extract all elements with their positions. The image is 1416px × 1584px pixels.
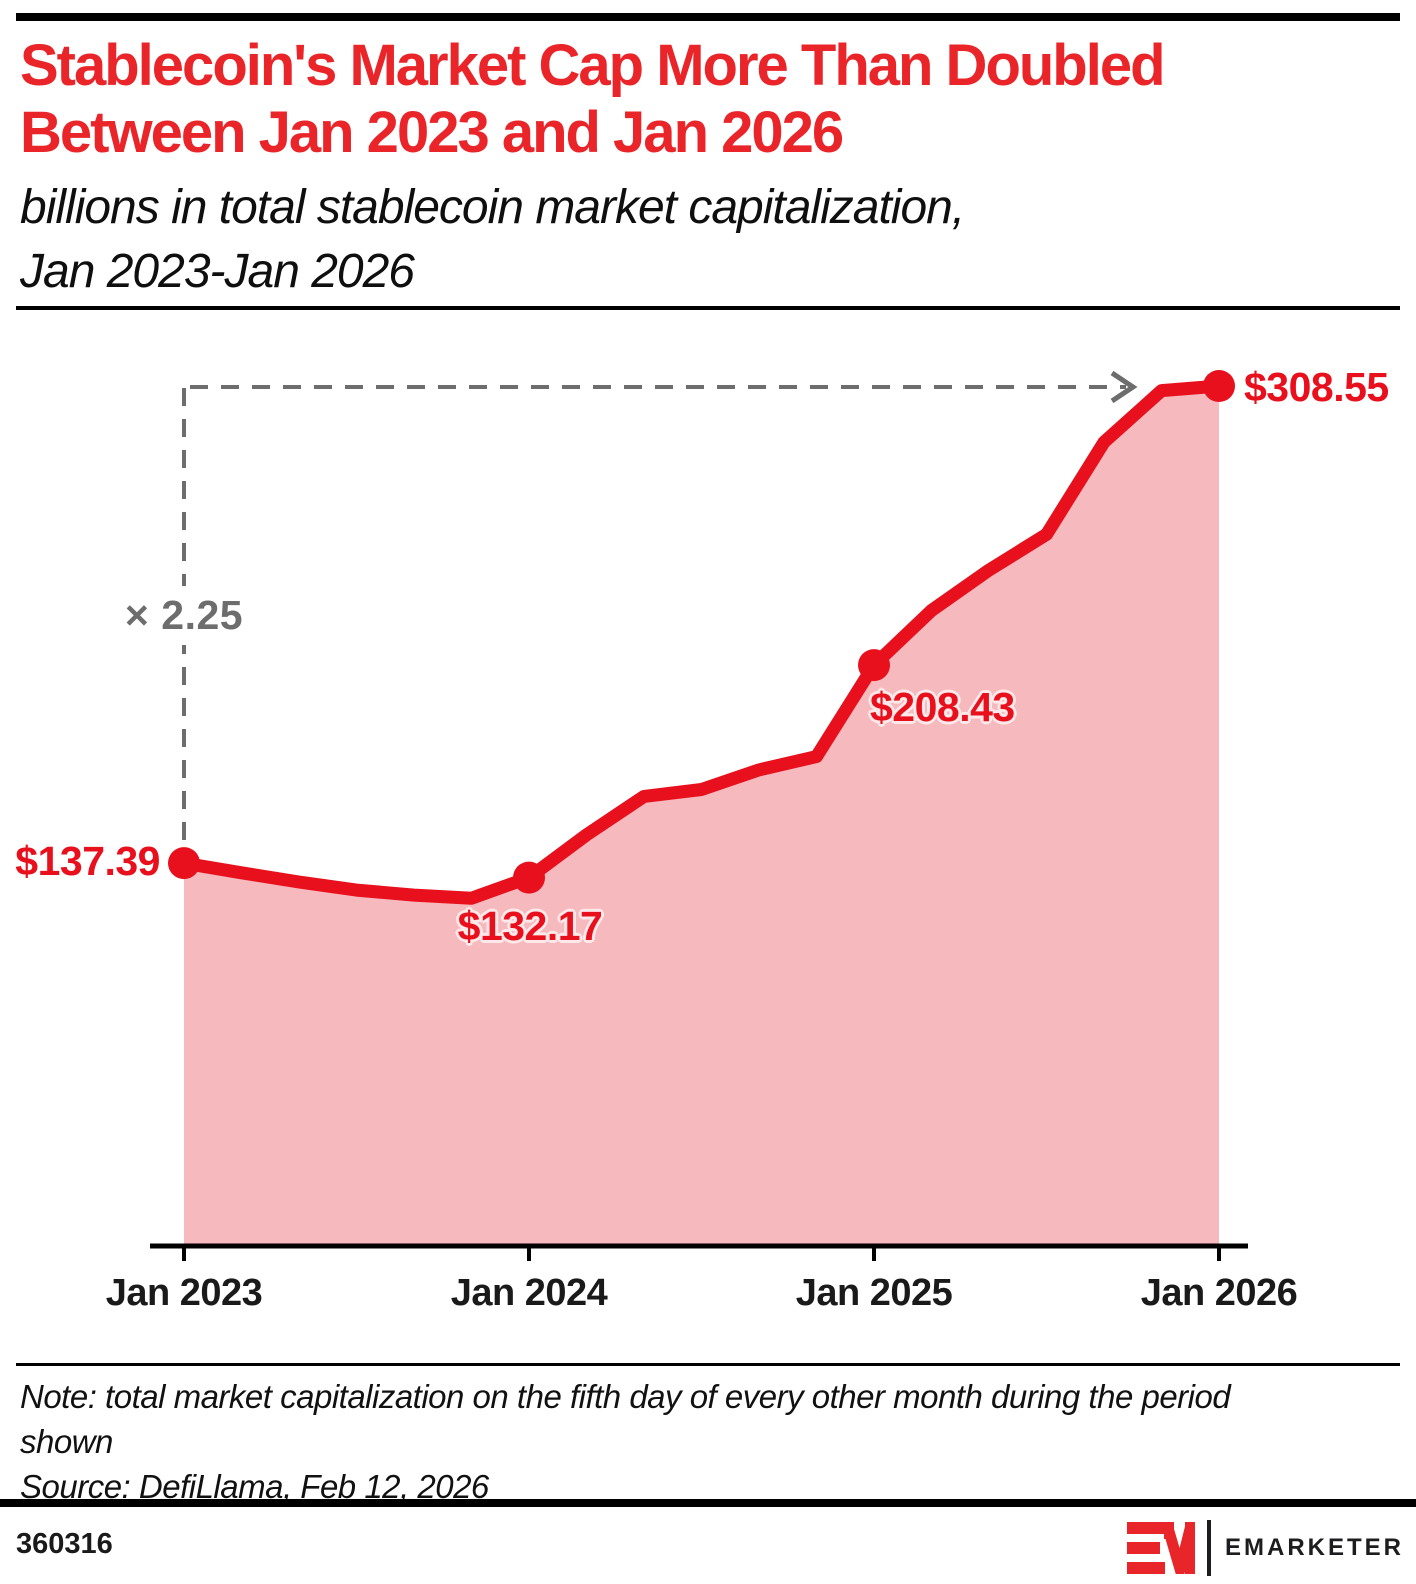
- subtitle-line-1: billions in total stablecoin market capi…: [20, 181, 965, 234]
- growth-multiplier-annotation: × 2.25: [114, 586, 254, 645]
- bottom-divider-bar: [0, 1499, 1416, 1507]
- data-point-dot: [513, 861, 545, 894]
- market-cap-line: [177, 379, 1226, 905]
- data-label-jan-2025: $208.43: [870, 684, 1015, 730]
- chart-subtitle: billions in total stablecoin market capi…: [20, 176, 1400, 304]
- data-label-jan-2026: $308.55: [1244, 364, 1389, 410]
- source-line: Source: DefiLlama, Feb 12, 2026: [20, 1468, 489, 1505]
- chart-id-number: 360316: [16, 1528, 113, 1560]
- emarketer-wordmark: EMARKETER: [1224, 1534, 1404, 1561]
- top-divider-bar: [16, 13, 1400, 21]
- title-line-1: Stablecoin's Market Cap More Than Double…: [20, 33, 1166, 98]
- subtitle-line-2: Jan 2023-Jan 2026: [20, 245, 415, 298]
- footnote: Note: total market capitalization on the…: [20, 1374, 1406, 1509]
- data-point-dot: [168, 847, 200, 880]
- data-point-dot: [858, 649, 890, 682]
- area-fill: [184, 386, 1219, 1246]
- emarketer-logo: EMARKETER: [1126, 1520, 1404, 1576]
- note-line-2: shown: [20, 1423, 113, 1460]
- emarketer-em-icon: [1126, 1522, 1195, 1574]
- x-axis-tick-label-jan-2023: Jan 2023: [105, 1272, 263, 1314]
- data-label-jan-2023: $137.39: [15, 838, 160, 884]
- x-axis-tick-label-jan-2026: Jan 2026: [1140, 1272, 1298, 1314]
- note-divider-rule: [16, 1363, 1400, 1366]
- data-point-dot: [1203, 370, 1235, 402]
- logo-separator: [1206, 1520, 1211, 1576]
- title-line-2: Between Jan 2023 and Jan 2026: [20, 100, 844, 165]
- x-axis-tick-label-jan-2025: Jan 2025: [795, 1272, 953, 1314]
- note-line-1: Note: total market capitalization on the…: [20, 1378, 1231, 1415]
- arrowhead-icon: [1110, 370, 1138, 404]
- x-axis-tick-label-jan-2024: Jan 2024: [450, 1272, 608, 1314]
- header-divider-rule: [16, 306, 1400, 310]
- data-label-jan-2024: $132.17: [457, 903, 603, 949]
- chart-title: Stablecoin's Market Cap More Than Double…: [20, 32, 1400, 166]
